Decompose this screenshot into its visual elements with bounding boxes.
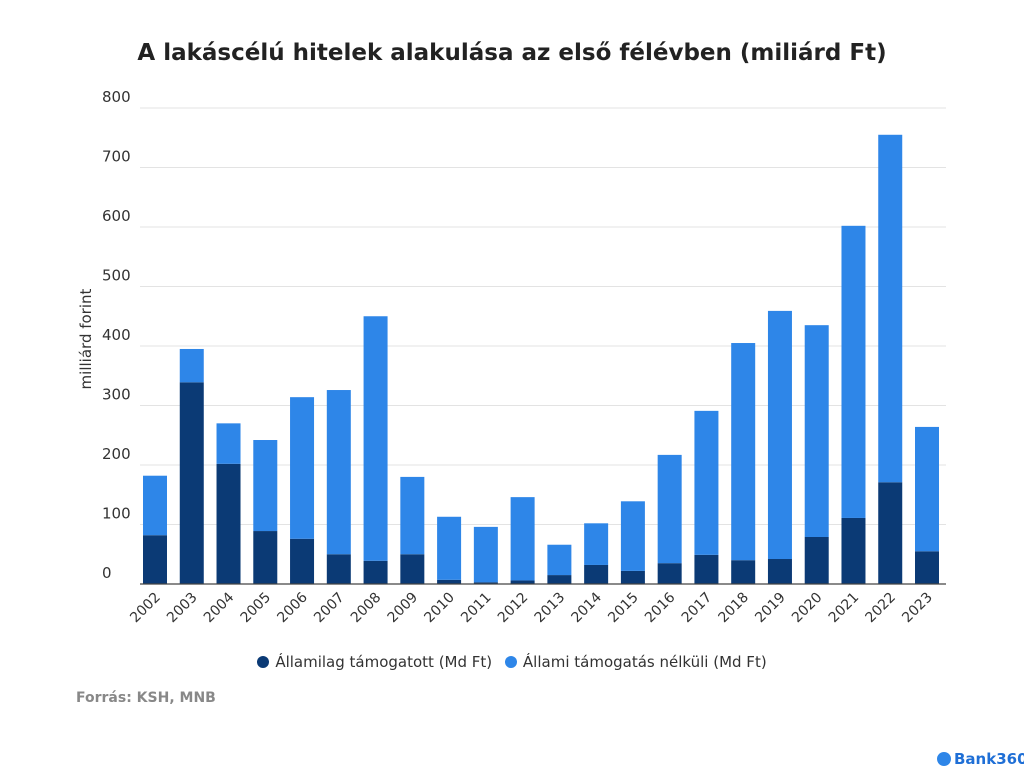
x-tick-label: 2022 [863,590,900,627]
x-tick-label: 2006 [274,589,311,626]
x-tick-label: 2023 [899,590,936,627]
bar-unsupported-2003 [179,348,204,383]
logo-text: Bank360 [954,750,1024,768]
x-tick-label: 2015 [605,590,642,627]
x-tick-label: 2003 [164,590,201,627]
y-tick-label: 200 [102,445,131,463]
x-tick-label: 2019 [752,590,789,627]
bar-supported-2018 [731,560,756,584]
bar-unsupported-2009 [400,476,425,555]
y-tick-label: 500 [102,267,131,285]
x-tick-label: 2012 [495,590,532,627]
bar-supported-2002 [143,535,167,584]
x-tick-label: 2005 [238,590,275,627]
x-tick-label: 2013 [532,590,569,627]
x-tick-label: 2009 [385,590,422,627]
logo-icon [937,752,951,766]
bar-unsupported-2023 [915,426,939,552]
bar-supported-2012 [510,580,535,584]
bar-unsupported-2006 [290,397,315,539]
x-tick-label: 2010 [421,590,458,627]
bar-unsupported-2020 [804,325,829,537]
bar-supported-2022 [878,482,903,584]
legend-item-supported: Államilag támogatott (Md Ft) [257,653,492,671]
bar-supported-2010 [437,579,462,584]
bar-unsupported-2021 [841,225,866,518]
bar-unsupported-2019 [767,310,792,560]
bar-supported-2003 [179,382,204,584]
bar-supported-2015 [620,570,645,584]
bar-unsupported-2022 [878,134,903,483]
source-note: Forrás: KSH, MNB [76,690,216,706]
bar-unsupported-2004 [216,423,241,464]
y-tick-label: 800 [102,88,131,106]
legend: Államilag támogatott (Md Ft) Állami támo… [0,653,1024,672]
bar-supported-2013 [547,575,572,584]
y-tick-label: 700 [102,148,131,166]
bar-supported-2011 [473,582,498,584]
bar-supported-2009 [400,554,425,584]
legend-label: Állami támogatás nélküli (Md Ft) [522,653,767,671]
x-tick-label: 2017 [679,590,716,627]
x-tick-label: 2021 [826,590,863,627]
bar-supported-2007 [326,554,351,584]
x-tick-label: 2008 [348,590,385,627]
bar-supported-2020 [804,536,829,584]
chart-title: A lakáscélú hitelek alakulása az első fé… [137,40,887,66]
y-tick-label: 0 [102,564,112,582]
bar-unsupported-2011 [473,526,498,583]
bar-unsupported-2010 [437,516,462,580]
bank360-logo: Bank360 [937,750,1024,768]
bar-supported-2016 [657,563,682,584]
x-tick-label: 2018 [716,590,753,627]
legend-swatch [257,656,270,668]
y-tick-label: 300 [102,386,131,404]
y-tick-label: 100 [102,505,131,523]
bar-unsupported-2017 [694,410,719,555]
bar-supported-2017 [694,554,719,584]
x-tick-label: 2020 [789,590,826,627]
y-tick-label: 600 [102,207,131,225]
bar-supported-2004 [216,463,241,584]
x-tick-label: 2007 [311,590,348,627]
bar-unsupported-2015 [620,501,645,571]
bar-unsupported-2013 [547,544,572,576]
bar-supported-2023 [915,551,939,584]
bar-supported-2008 [363,560,388,584]
bar-unsupported-2008 [363,316,388,561]
legend-label: Államilag támogatott (Md Ft) [275,653,493,671]
bar-unsupported-2002 [143,475,167,536]
bar-supported-2021 [841,517,866,584]
bar-supported-2014 [584,564,609,584]
x-tick-label: 2002 [127,590,164,627]
bar-unsupported-2007 [326,390,351,555]
bar-unsupported-2018 [731,343,756,561]
bar-supported-2019 [767,559,792,584]
legend-swatch [504,656,517,668]
bar-unsupported-2016 [657,454,682,564]
x-tick-label: 2016 [642,589,679,626]
bar-unsupported-2014 [584,523,609,565]
bar-supported-2006 [290,538,315,584]
x-tick-label: 2014 [568,589,605,626]
bar-supported-2005 [253,531,278,584]
legend-item-unsupported: Állami támogatás nélküli (Md Ft) [504,653,767,671]
bar-unsupported-2005 [253,440,278,532]
y-tick-label: 400 [102,326,131,344]
x-tick-label: 2004 [201,589,238,626]
bar-unsupported-2012 [510,497,535,581]
y-axis-label: milliárd forint [77,288,95,390]
x-tick-label: 2011 [458,590,495,627]
